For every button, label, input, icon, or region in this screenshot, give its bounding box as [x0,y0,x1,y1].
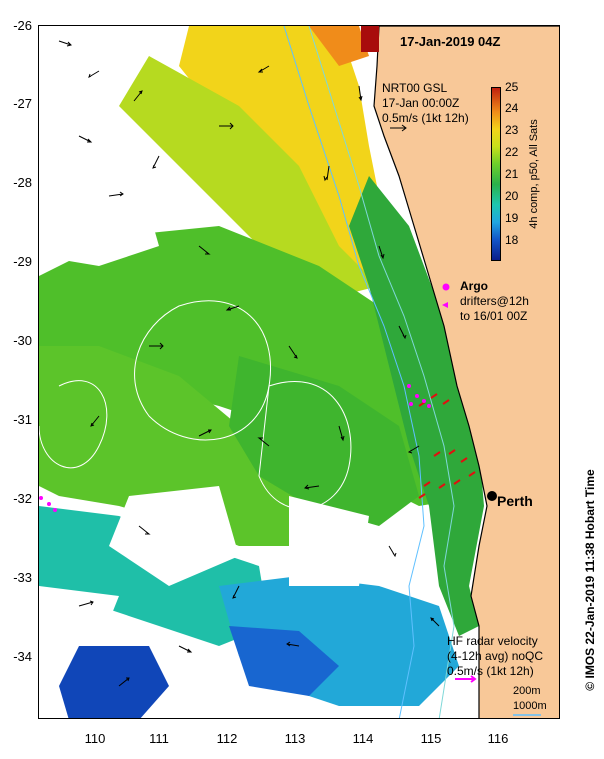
sst-patch-south-blue [229,626,339,696]
lon-label: 113 [284,731,306,746]
lat-label: -30 [13,333,32,348]
colorbar-tick: 24 [505,101,519,115]
hf-scale-arrow-icon [455,675,477,683]
lon-label: 115 [420,731,442,746]
sst-map [38,25,560,719]
sst-patch-south-deep [59,646,169,718]
sst-patch-center [229,356,419,526]
argo-legend-line2: to 16/01 00Z [460,309,528,323]
current-legend-line2: 17-Jan 00:00Z [382,96,460,110]
cloud-gap-4 [39,586,119,646]
lat-label: -31 [13,412,32,427]
credit-text: © IMOS 22-Jan-2019 11:38 Hobart Time [583,469,597,691]
lat-label: -26 [13,18,32,33]
hf-legend-line2: (4-12h avg) noQC [447,649,544,663]
argo-marker-icon [442,283,450,291]
sst-hot-coast [361,26,379,52]
drifter-arrow-icon [442,302,448,308]
lat-label: -27 [13,96,32,111]
colorbar-tick: 19 [505,211,519,225]
cloud-gap-2 [109,486,239,586]
colorbar-tick: 23 [505,123,519,137]
lon-label: 116 [487,731,509,746]
map-canvas [39,26,559,718]
sst-layer [39,26,484,718]
sst-colorbar [491,87,501,261]
isobath-200m [308,26,455,718]
depth-legend-1000m: 1000m [513,700,547,712]
cloud-gap-3 [289,496,369,586]
lon-label: 114 [352,731,374,746]
current-legend-line3: 0.5m/s (1kt 12h) [382,111,469,125]
lat-label: -34 [13,649,32,664]
lat-label: -29 [13,254,32,269]
sst-patch-northeast-hot [309,26,369,66]
current-arrows [58,40,440,687]
colorbar-tick: 18 [505,233,519,247]
lat-label: -33 [13,570,32,585]
depth-legend-200m: 200m [513,685,541,697]
current-legend-line1: NRT00 GSL [382,81,448,95]
sst-patch-coastal-strip [349,176,484,636]
argo-legend-line1: drifters@12h [460,294,529,308]
colorbar-tick: 20 [505,189,519,203]
lat-label: -28 [13,175,32,190]
city-label-perth: Perth [497,493,533,509]
colorbar-label: 4h comp, p50, All Sats [528,119,540,229]
colorbar-tick: 25 [505,80,519,94]
drifter-tracks [39,384,431,512]
current-scale-arrow-icon [390,124,407,132]
land-australia [373,26,559,718]
argo-legend-title: Argo [460,279,488,293]
sst-patch-north-yellowgreen [119,56,379,296]
sst-patch-west [39,346,339,546]
sst-contour-1 [134,300,271,441]
lon-label: 111 [149,731,169,746]
depth-legend-line-icon [513,714,541,716]
sst-contour-3 [39,380,108,469]
sst-contour-2 [258,381,352,510]
hf-legend-line3: 0.5m/s (1kt 12h) [447,664,534,678]
map-timestamp: 17-Jan-2019 04Z [400,34,501,49]
hf-legend-line1: HF radar velocity [447,634,538,648]
perth-marker [487,491,497,501]
lon-label: 112 [216,731,238,746]
colorbar-tick: 21 [505,167,519,181]
cloud-gap-1 [39,176,159,266]
hf-radar-arrows [418,393,476,499]
lon-label: 110 [84,731,106,746]
lat-label: -32 [13,491,32,506]
colorbar-tick: 22 [505,145,519,159]
